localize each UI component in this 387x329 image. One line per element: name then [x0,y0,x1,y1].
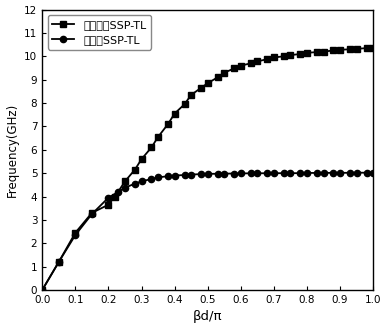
普通单元SSP-TL [298,52,303,56]
Legend: 普通单元SSP-TL, 本发明SSP-TL: 普通单元SSP-TL, 本发明SSP-TL [48,15,151,50]
普通单元SSP-TL [265,57,270,61]
本发明SSP-TL [106,196,111,200]
本发明SSP-TL [298,171,303,175]
普通单元SSP-TL [288,53,293,57]
本发明SSP-TL [255,171,260,175]
Line: 本发明SSP-TL: 本发明SSP-TL [39,169,376,293]
本发明SSP-TL [133,182,137,186]
本发明SSP-TL [371,171,375,175]
普通单元SSP-TL [172,112,177,115]
本发明SSP-TL [288,171,293,175]
普通单元SSP-TL [57,260,61,264]
普通单元SSP-TL [106,203,111,207]
普通单元SSP-TL [166,122,170,126]
本发明SSP-TL [265,171,270,175]
普通单元SSP-TL [113,194,117,198]
本发明SSP-TL [189,173,194,177]
普通单元SSP-TL [182,102,187,106]
本发明SSP-TL [205,172,210,176]
普通单元SSP-TL [199,86,204,90]
普通单元SSP-TL [238,64,243,68]
本发明SSP-TL [149,177,154,181]
普通单元SSP-TL [156,135,160,139]
普通单元SSP-TL [139,157,144,161]
本发明SSP-TL [354,171,359,175]
普通单元SSP-TL [123,179,127,183]
本发明SSP-TL [232,171,236,175]
本发明SSP-TL [331,171,336,175]
普通单元SSP-TL [215,75,220,79]
普通单元SSP-TL [348,47,352,51]
普通单元SSP-TL [364,46,369,50]
普通单元SSP-TL [133,168,137,172]
普通单元SSP-TL [222,71,226,75]
普通单元SSP-TL [232,66,236,70]
本发明SSP-TL [57,260,61,264]
普通单元SSP-TL [281,54,286,58]
本发明SSP-TL [199,172,204,176]
本发明SSP-TL [123,186,127,190]
普通单元SSP-TL [73,231,78,235]
本发明SSP-TL [156,175,160,179]
本发明SSP-TL [40,288,45,292]
本发明SSP-TL [89,212,94,216]
本发明SSP-TL [215,172,220,176]
本发明SSP-TL [116,190,121,194]
普通单元SSP-TL [89,211,94,215]
普通单元SSP-TL [315,50,319,54]
普通单元SSP-TL [331,48,336,52]
Y-axis label: Frequency(GHz): Frequency(GHz) [5,103,19,197]
普通单元SSP-TL [248,61,253,65]
普通单元SSP-TL [205,81,210,85]
普通单元SSP-TL [272,56,276,60]
普通单元SSP-TL [305,51,309,55]
Line: 普通单元SSP-TL: 普通单元SSP-TL [39,45,376,293]
普通单元SSP-TL [40,288,45,292]
普通单元SSP-TL [371,46,375,50]
本发明SSP-TL [166,174,170,178]
本发明SSP-TL [315,171,319,175]
本发明SSP-TL [281,171,286,175]
本发明SSP-TL [321,171,326,175]
本发明SSP-TL [222,172,226,176]
本发明SSP-TL [364,171,369,175]
普通单元SSP-TL [354,47,359,51]
普通单元SSP-TL [321,50,326,54]
本发明SSP-TL [272,171,276,175]
本发明SSP-TL [348,171,352,175]
本发明SSP-TL [248,171,253,175]
本发明SSP-TL [172,173,177,177]
普通单元SSP-TL [189,93,194,97]
本发明SSP-TL [139,179,144,183]
普通单元SSP-TL [149,145,154,149]
本发明SSP-TL [305,171,309,175]
普通单元SSP-TL [338,48,342,52]
本发明SSP-TL [338,171,342,175]
本发明SSP-TL [238,171,243,175]
普通单元SSP-TL [255,60,260,63]
X-axis label: βd/π: βd/π [193,311,223,323]
本发明SSP-TL [182,173,187,177]
本发明SSP-TL [73,233,78,237]
